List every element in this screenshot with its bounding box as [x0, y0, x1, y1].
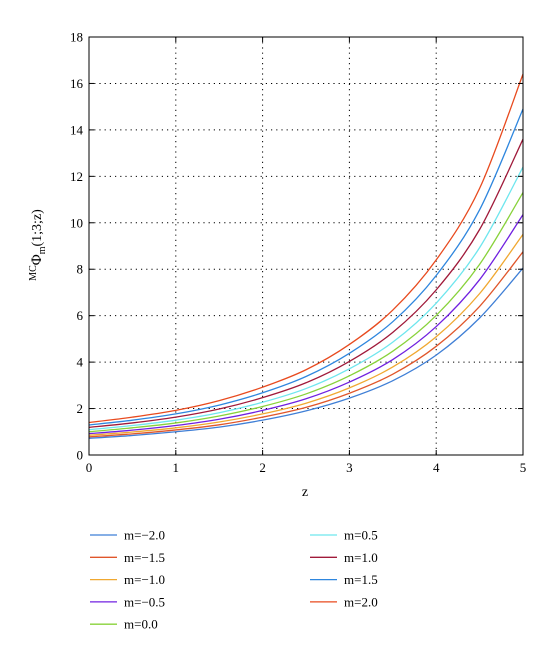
y-tick-label: 10 [70, 215, 83, 230]
series-line-9 [88, 73, 524, 424]
series-line-7 [88, 138, 524, 429]
series-line-3 [88, 234, 524, 436]
x-tick-label: 2 [259, 460, 266, 475]
legend-label: m=0.5 [344, 528, 378, 543]
legend-label: m=−0.5 [124, 594, 165, 609]
series-line-4 [88, 214, 524, 435]
ticks [88, 36, 524, 456]
grid [89, 37, 523, 455]
legend-label: m=−1.5 [124, 550, 165, 565]
y-axis-label-main: Φ [29, 254, 45, 265]
x-axis-label: z [302, 485, 308, 500]
legend: m=−2.0 m=−1.5 m=−1.0 m=−0.5 m=0.0 m=0.5 m=1.0 m… [90, 528, 378, 632]
y-axis-label-subscript: m [37, 246, 48, 254]
plot-frame [88, 36, 524, 456]
y-tick-label: 16 [70, 76, 84, 91]
y-axis-label-superscript: MC [28, 265, 39, 281]
series-line-5 [88, 192, 524, 433]
y-axis-label: MCΦm(1;3;z) [28, 209, 48, 281]
series-layer [88, 73, 524, 439]
series-line-6 [88, 166, 524, 431]
y-axis-label-args: (1;3;z) [30, 209, 45, 247]
series-line-8 [88, 108, 524, 426]
y-tick-label: 8 [77, 262, 84, 277]
y-tick-label: 0 [77, 448, 84, 463]
legend-label: m=1.0 [344, 550, 378, 565]
legend-label: m=1.5 [344, 572, 378, 587]
series-line-2 [88, 251, 524, 438]
x-tick-label: 5 [520, 460, 527, 475]
x-tick-label: 0 [86, 460, 93, 475]
legend-label: m=−1.0 [124, 572, 165, 587]
y-tick-label: 6 [77, 308, 84, 323]
legend-label: m=0.0 [124, 617, 158, 632]
x-tick-label: 4 [433, 460, 440, 475]
legend-label: m=2.0 [344, 594, 378, 609]
x-tick-label: 1 [173, 460, 180, 475]
y-tick-label: 12 [70, 169, 83, 184]
y-tick-label: 4 [77, 355, 84, 370]
legend-label: m=−2.0 [124, 528, 165, 543]
y-tick-label: 14 [70, 122, 84, 137]
series-line-1 [88, 267, 524, 439]
x-tick-label: 3 [346, 460, 353, 475]
y-tick-label: 2 [77, 401, 84, 416]
y-tick-label: 18 [70, 30, 83, 45]
